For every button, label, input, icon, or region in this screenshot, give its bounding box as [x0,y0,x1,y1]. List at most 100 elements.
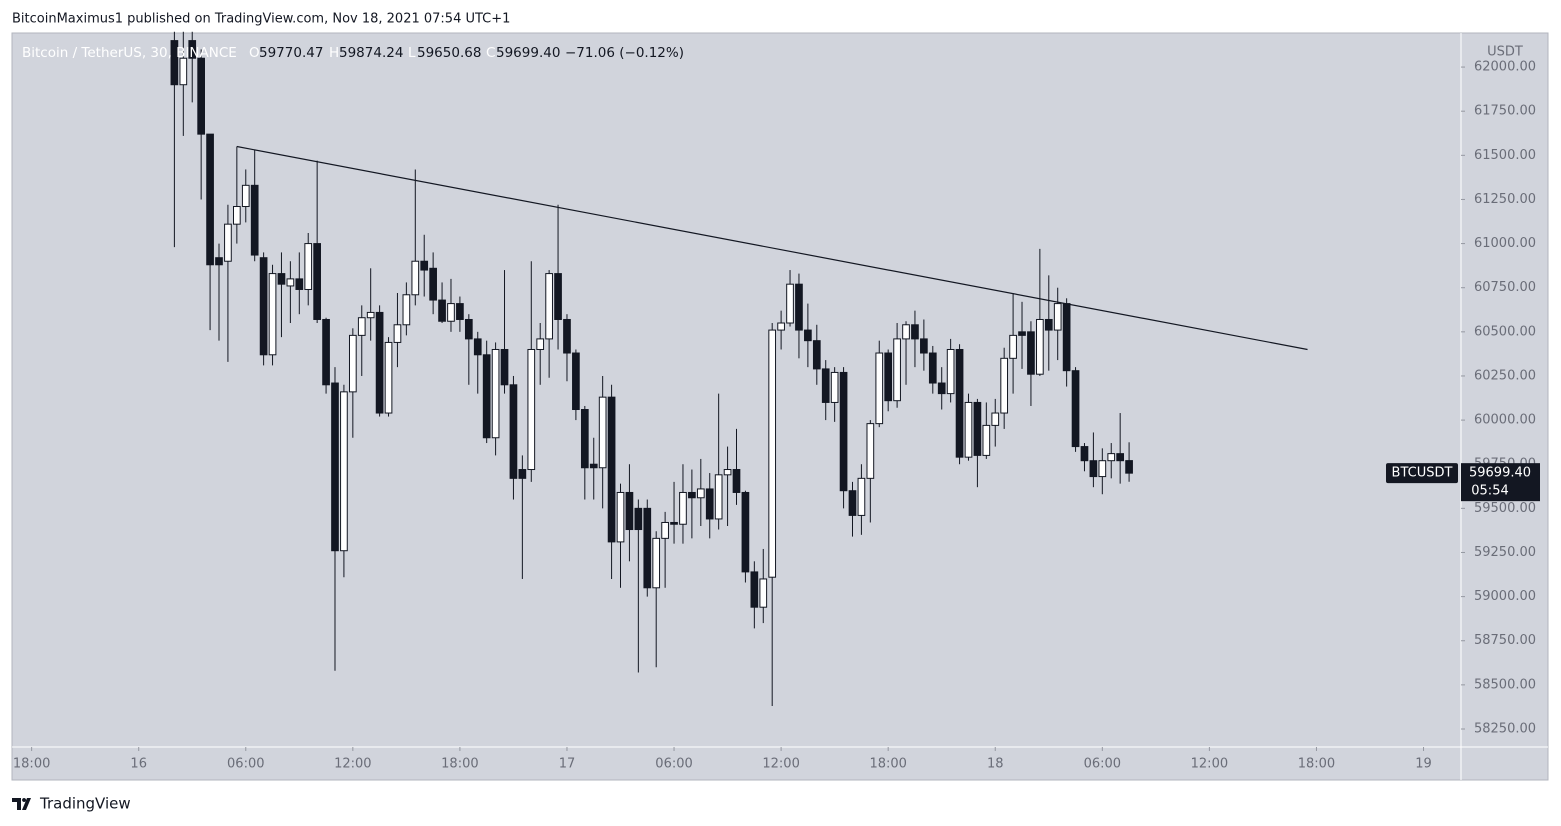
legend-high: 59874.24 [339,45,403,61]
candle-body [304,243,313,290]
candle-body [232,206,241,225]
candle [1018,301,1026,369]
candle [1000,347,1009,429]
x-tick-label: 18 [987,757,1004,772]
candle [946,338,955,403]
last-price: 59699.40 [1469,466,1531,481]
candle [232,146,241,244]
y-tick-label: 58250.00 [1474,721,1536,736]
candle [1036,248,1044,376]
candle-body [768,329,777,578]
candle [777,310,785,350]
candle [884,349,893,412]
candle-body [1107,453,1116,462]
candle [545,270,553,378]
candle [429,252,437,315]
candle-body [286,278,295,287]
candle [759,548,768,624]
candle [447,278,455,332]
candle [554,204,562,350]
candle-body [937,382,946,395]
candle-body [884,352,893,402]
candle [241,169,250,223]
legend-open: 59770.47 [259,45,323,61]
brand: TradingView [12,795,131,813]
legend-c: C [486,45,495,61]
y-tick-label: 61500.00 [1474,148,1536,163]
candle [518,455,527,579]
candle [188,31,197,103]
trendline [236,145,1308,351]
brand-name: TradingView [39,795,131,813]
candle [670,481,678,544]
legend-low: 59650.68 [417,45,481,61]
candle-body [1062,303,1071,372]
candle [768,323,777,707]
candle [277,252,286,338]
candle [1071,367,1080,452]
candle [491,342,500,456]
candle-body [384,341,393,414]
candle [580,405,589,500]
candle [589,437,598,500]
legend-h: H [329,45,339,61]
candle-body [848,490,857,516]
x-tick-label: 18:00 [441,757,478,772]
candle [839,367,848,509]
candle-body [777,322,785,331]
candle [224,204,232,362]
candle [866,420,875,523]
candle-body [438,299,446,322]
candle [1125,442,1133,482]
candle-body [1053,303,1062,331]
candle-body [634,507,643,531]
candle [920,319,928,371]
candle-body [375,311,384,414]
candle-body [991,412,1000,426]
candle [357,305,366,376]
candle-body [464,318,473,340]
candle [750,561,759,629]
candle [536,323,545,385]
candle [902,321,910,385]
x-tick-label: 17 [559,757,576,772]
candle [304,232,313,306]
candle-body [866,423,875,479]
candle [1116,413,1125,484]
candle [821,360,830,421]
candle [197,49,206,200]
y-tick-label: 59000.00 [1474,589,1536,604]
candle [955,344,964,465]
candle-body [197,57,206,135]
candle [456,296,464,332]
candle [714,393,723,530]
candle-body [839,371,848,492]
candle-body [357,317,366,336]
candle [1107,443,1116,479]
candle-body [688,491,696,499]
candle-body [812,340,821,370]
overlay: Bitcoin / TetherUS, 30, BINANCE O 59770.… [22,45,684,61]
x-tick-label: 06:00 [1084,757,1121,772]
candle [598,375,607,509]
candle-body [750,571,759,608]
candle-body [545,273,553,340]
candle [179,31,188,136]
countdown: 05:54 [1471,484,1508,499]
y-tick-label: 60500.00 [1474,324,1536,339]
candle [893,323,901,408]
candle-body [250,184,259,256]
candle-body [206,133,214,266]
candle [875,340,884,428]
ticker: BTCUSDT [1392,466,1453,481]
candle-body [500,348,509,386]
candle-body [554,273,562,320]
candle-body [589,463,598,469]
x-tick-label: 12:00 [1191,757,1228,772]
candle [1027,321,1035,406]
candle-body [661,521,669,539]
candle-body [1125,460,1133,474]
candle-body [1116,453,1125,462]
candle-body [268,273,277,356]
